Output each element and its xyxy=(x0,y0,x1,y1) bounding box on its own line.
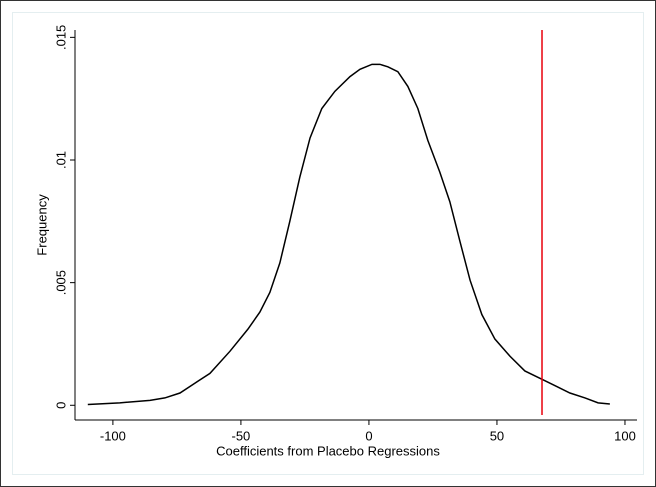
x-axis-title: Coefficients from Placebo Regressions xyxy=(216,443,440,458)
y-tick-label: .005 xyxy=(53,270,68,295)
y-axis-title: Frequency xyxy=(34,194,49,256)
y-tick-label: .015 xyxy=(53,25,68,50)
x-tick-label: 50 xyxy=(490,428,504,443)
density-line xyxy=(87,63,610,406)
x-tick-label: 100 xyxy=(614,428,636,443)
plot-frame xyxy=(12,12,644,475)
y-tick-label: .01 xyxy=(53,151,68,169)
x-tick-label: -50 xyxy=(232,428,251,443)
x-tick-label: -100 xyxy=(100,428,126,443)
x-tick-label: 0 xyxy=(365,428,372,443)
y-tick-label: 0 xyxy=(53,402,68,409)
